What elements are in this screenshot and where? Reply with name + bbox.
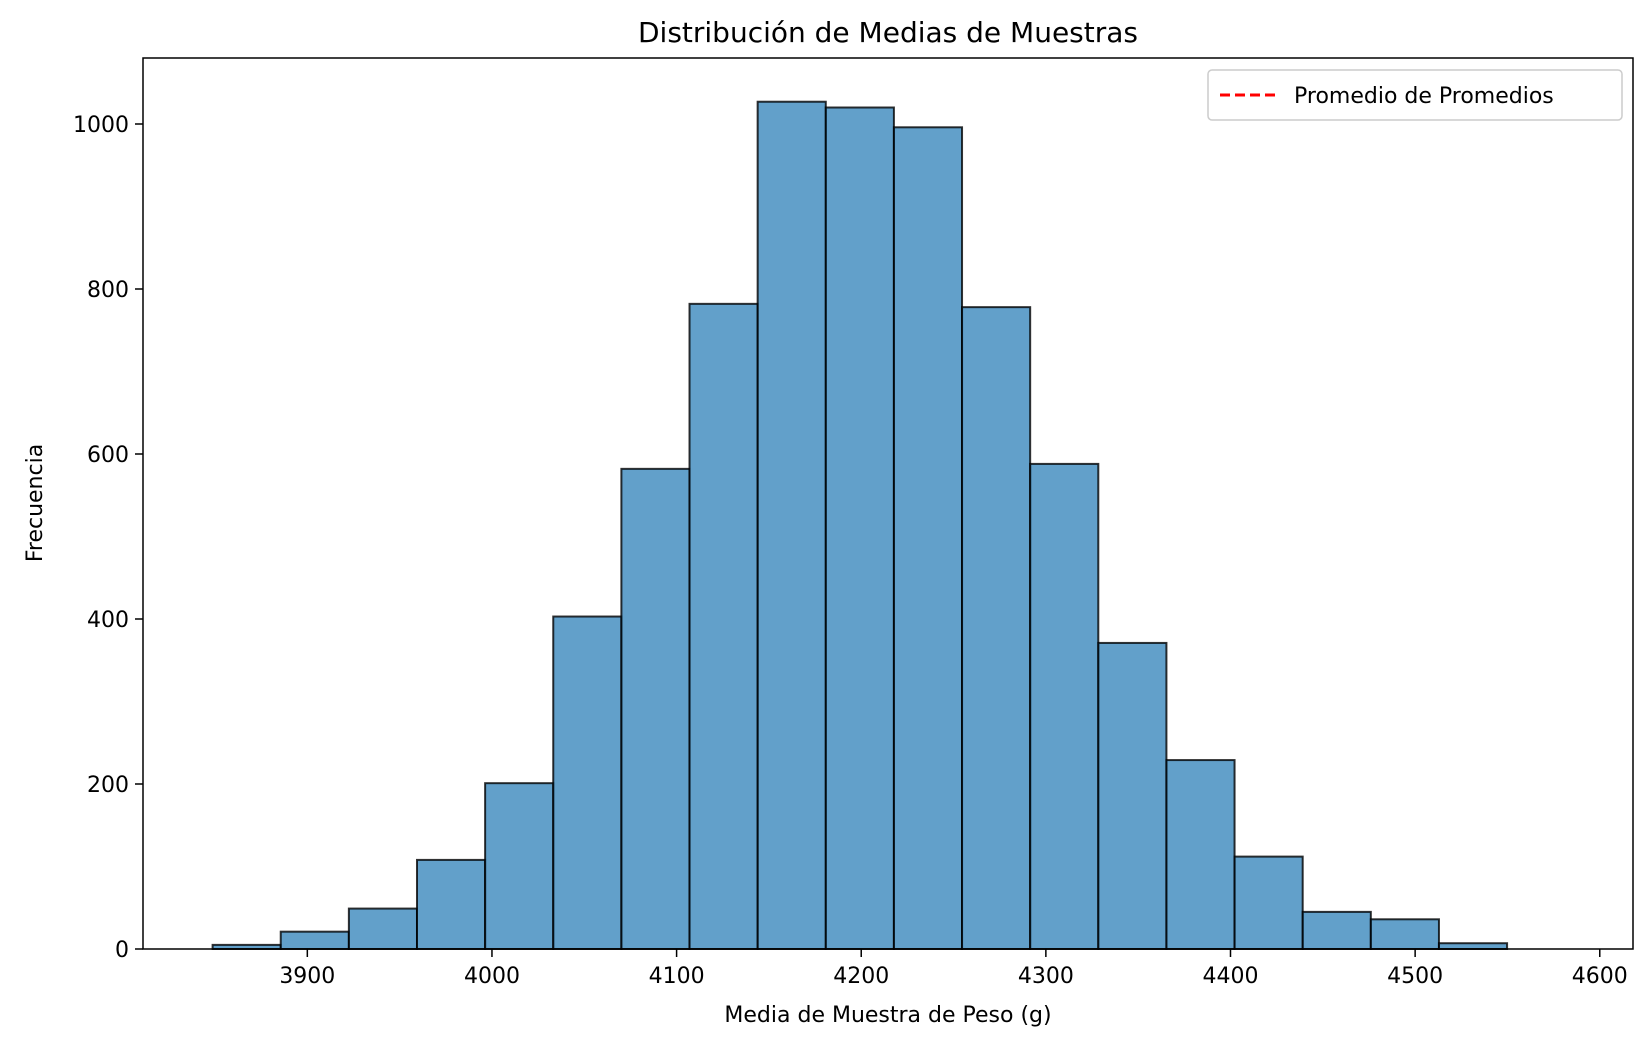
x-tick-label: 4300 [1018, 964, 1074, 989]
x-tick-label: 3900 [279, 964, 335, 989]
x-tick-label: 4600 [1572, 964, 1628, 989]
plot-area-frame [142, 57, 1634, 950]
y-tick-label: 800 [87, 278, 129, 303]
histogram-bar [415, 858, 487, 951]
histogram-bar [756, 100, 827, 951]
histogram-bar [279, 930, 350, 950]
histogram-bar [1369, 918, 1440, 950]
histogram-bar [1097, 641, 1168, 950]
legend-box [1207, 69, 1623, 121]
x-tick-label: 4500 [1387, 964, 1443, 989]
histogram-bar [552, 615, 623, 951]
legend: Promedio de Promedios [1207, 69, 1623, 121]
histogram-bar [1165, 759, 1236, 951]
histogram-bar [1233, 855, 1304, 950]
y-tick-label: 200 [87, 773, 129, 798]
bars-layer [211, 100, 1509, 951]
histogram-bar [892, 126, 964, 951]
x-axis-label: Media de Muestra de Peso (g) [724, 1003, 1051, 1028]
histogram-bar [1029, 462, 1100, 950]
chart-title: Distribución de Medias de Muestras [638, 16, 1138, 49]
histogram-bar [688, 302, 759, 951]
histogram-bar [1301, 910, 1372, 950]
histogram-bar [347, 907, 418, 951]
legend-label: Promedio de Promedios [1294, 84, 1554, 109]
x-tick-label: 4000 [464, 964, 520, 989]
y-tick-label: 600 [87, 443, 129, 468]
y-tick-label: 400 [87, 608, 129, 633]
y-tick-label: 1000 [73, 113, 129, 138]
histogram-bar [1437, 942, 1509, 950]
x-tick-label: 4200 [833, 964, 889, 989]
y-axis-label: Frecuencia [23, 444, 48, 562]
ticks-layer: 3900 4000 4100 4200 4300 4400 4500 4600 0 200 400 6… [73, 113, 1628, 989]
histogram-bar [824, 106, 895, 950]
histogram-bar [484, 782, 555, 950]
x-tick-label: 4400 [1202, 964, 1258, 989]
x-tick-label: 4100 [649, 964, 705, 989]
y-tick-label: 0 [115, 938, 129, 963]
histogram-bar [620, 467, 691, 950]
histogram-bar [961, 306, 1032, 950]
